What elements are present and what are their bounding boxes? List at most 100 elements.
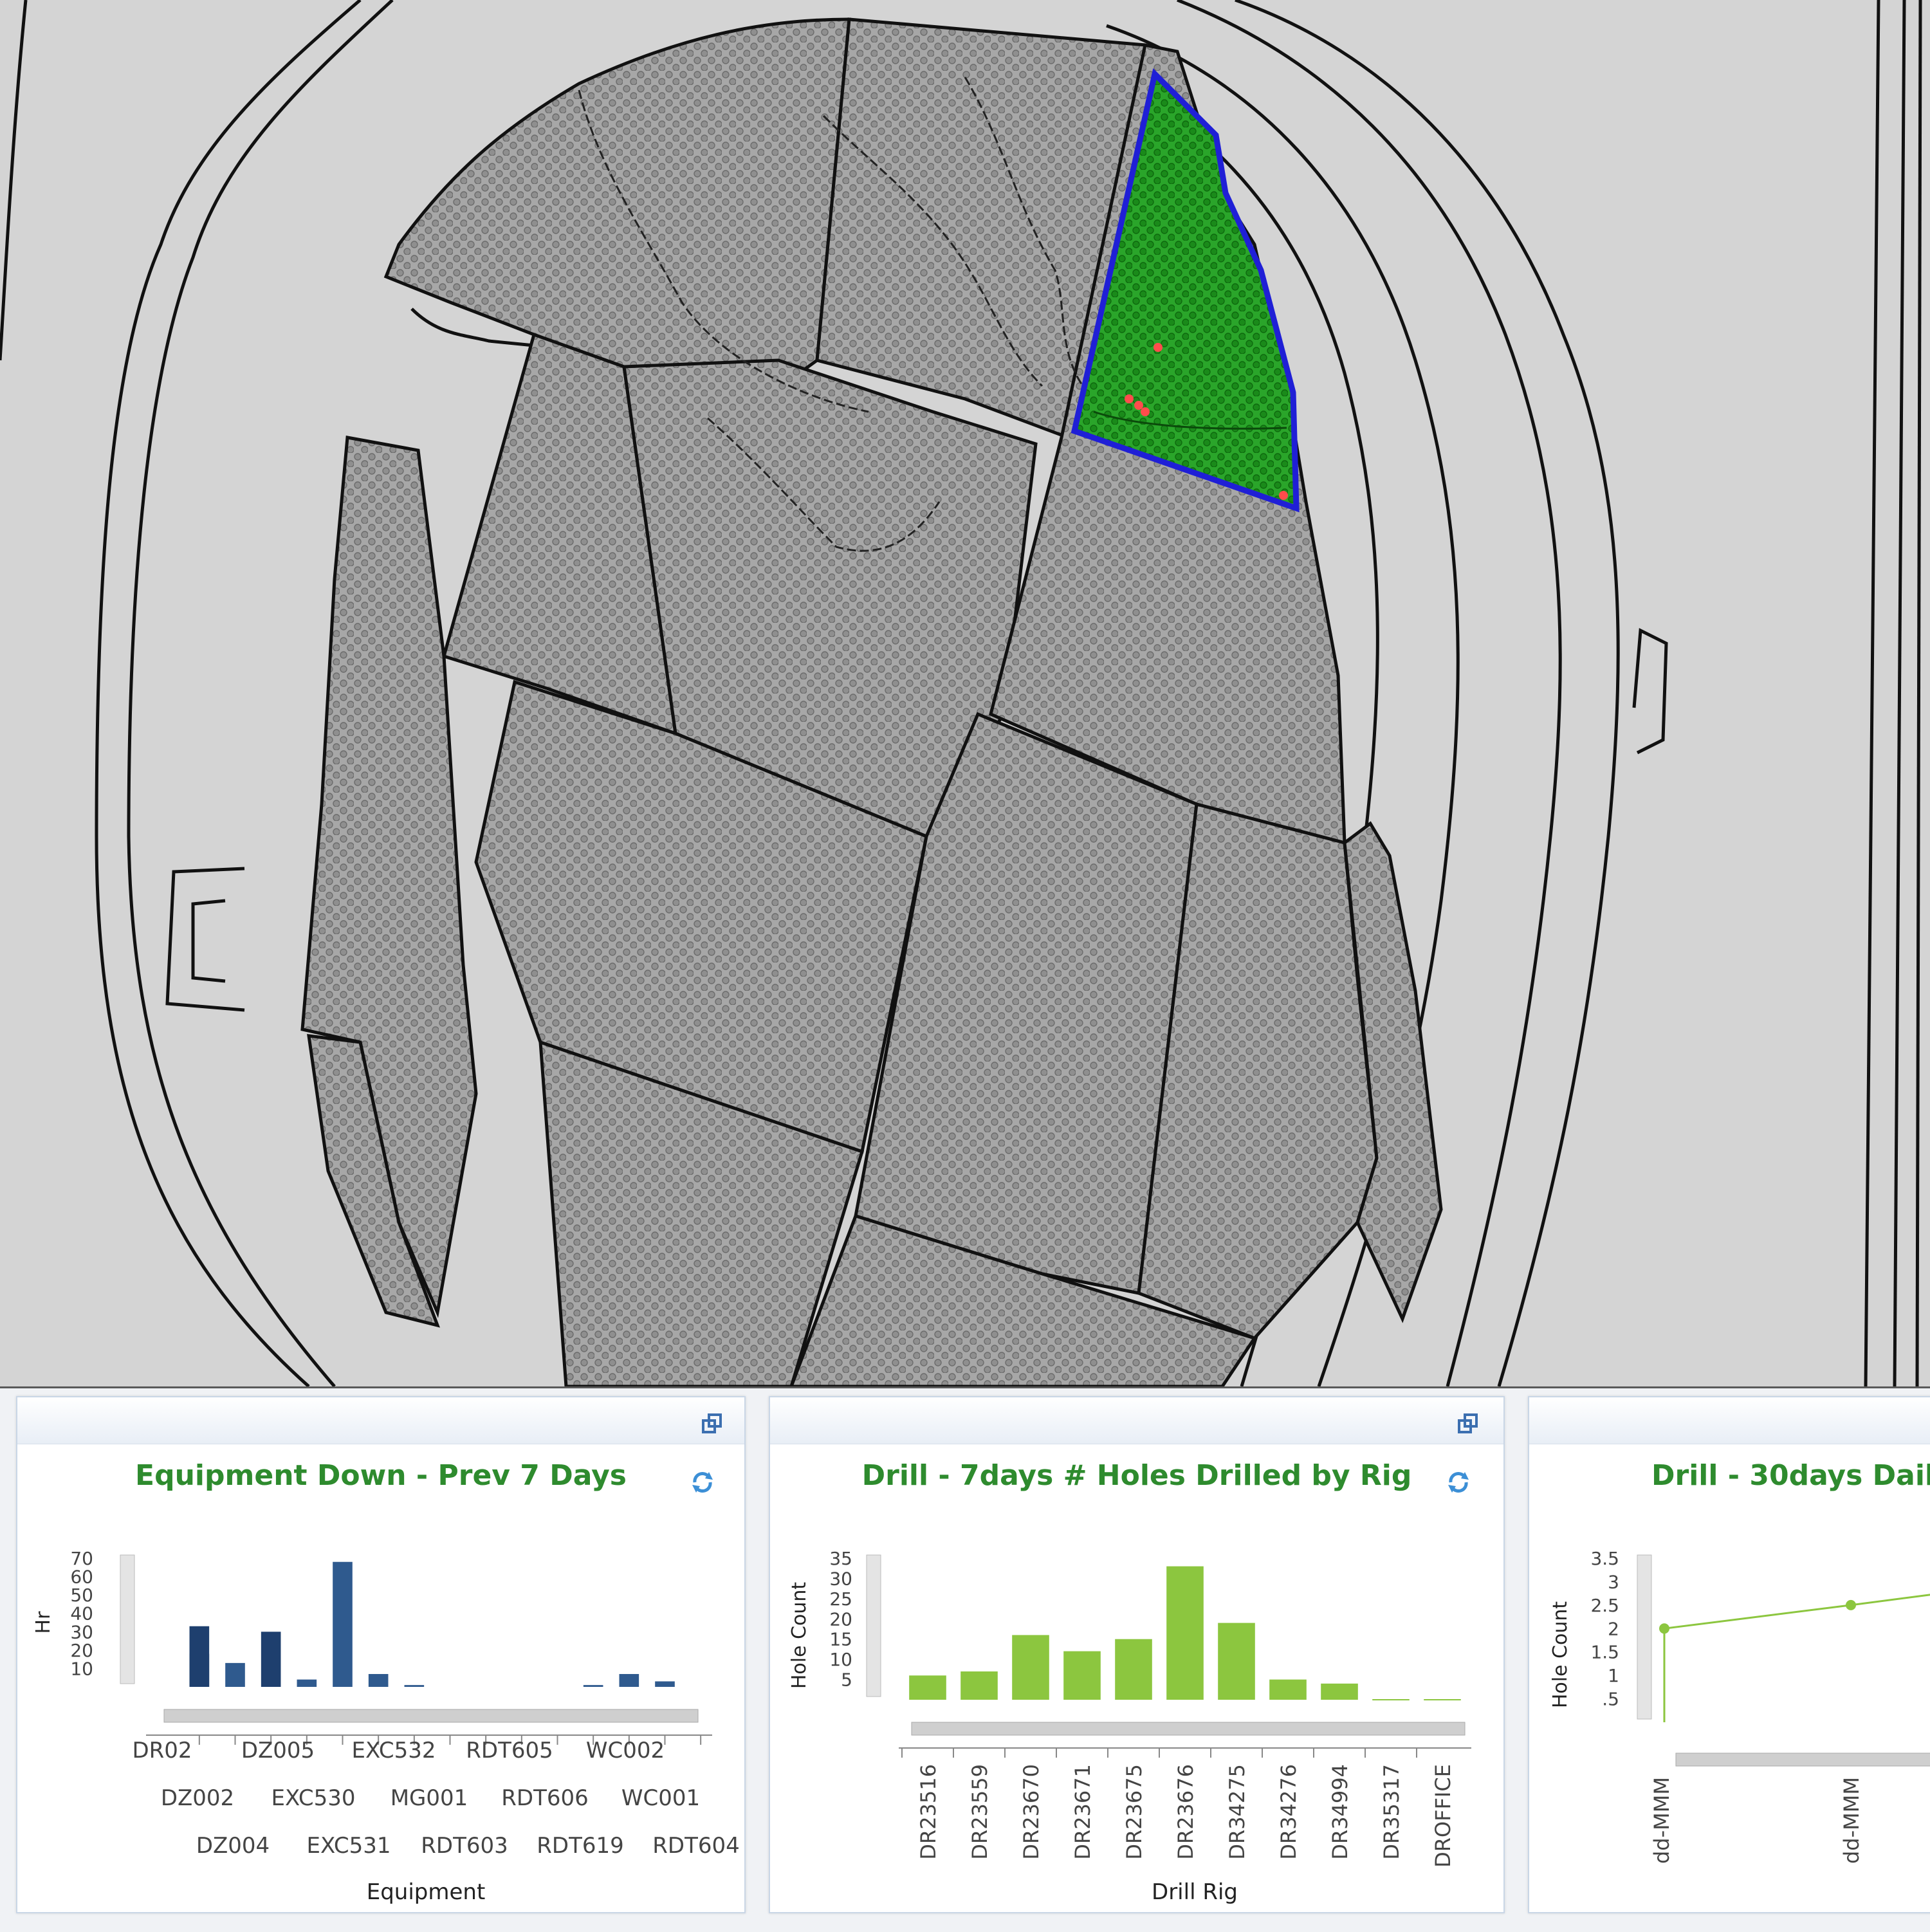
- y-tick-label: 3.5: [1590, 1548, 1619, 1569]
- refresh-icon[interactable]: [1446, 1469, 1471, 1495]
- bar-exc532: [404, 1685, 425, 1687]
- x-scrollbar: [163, 1709, 699, 1723]
- y-tick-label: 10: [829, 1649, 852, 1670]
- y-tick-label: 2: [1608, 1618, 1619, 1639]
- x-tick-label: DZ002: [161, 1785, 234, 1811]
- x-tick-label: DR34276: [1276, 1764, 1301, 1860]
- panel-title: Equipment Down - Prev 7 Days: [135, 1459, 627, 1492]
- y-axis-label: Hole Count: [788, 1582, 811, 1689]
- x-tick-label: DZ005: [241, 1738, 315, 1763]
- bar-exc530: [333, 1561, 353, 1687]
- refresh-icon[interactable]: [690, 1469, 715, 1495]
- pit-map[interactable]: [0, 0, 1930, 1388]
- data-point: [1659, 1623, 1669, 1634]
- bar-dr23676: [1166, 1566, 1204, 1700]
- x-tick-label: RDT619: [537, 1833, 623, 1859]
- bar-dr23671: [1063, 1651, 1101, 1700]
- daily-holes-chart: Hole Count .5 11.5 22.5 33.5 dd-MMM dd-MMM: [1549, 1548, 1930, 1864]
- bar-dz004: [261, 1632, 281, 1687]
- x-tick-label: WC002: [586, 1738, 665, 1763]
- bar-dr34275: [1218, 1623, 1255, 1700]
- y-tick-label: 60: [70, 1567, 93, 1588]
- x-tick-label: DR23559: [968, 1764, 992, 1860]
- bar-dz002: [225, 1662, 245, 1687]
- x-tick-label: DR02: [132, 1738, 192, 1763]
- y-tick-label: 2.5: [1590, 1595, 1619, 1616]
- x-tick-label: MG001: [391, 1785, 468, 1811]
- x-tick-label: DR34275: [1225, 1764, 1249, 1860]
- equipment-down-panel: Equipment Down - Prev 7 Days Hr 10 20 30 40 5…: [16, 1396, 746, 1913]
- bar-rdt619: [583, 1685, 603, 1687]
- panel-header: [1529, 1397, 1930, 1444]
- y-tick-label: 35: [829, 1548, 852, 1569]
- x-tick-label: dd-MMM: [1650, 1777, 1674, 1864]
- y-tick-label: 20: [829, 1608, 852, 1630]
- x-tick-label: WC001: [621, 1785, 700, 1811]
- x-tick-label: RDT604: [652, 1833, 739, 1859]
- y-tick-label: 5: [841, 1670, 852, 1691]
- bar-dr23516: [909, 1675, 946, 1700]
- maximize-icon[interactable]: [1457, 1413, 1479, 1435]
- x-tick-label: DR35317: [1379, 1764, 1404, 1860]
- bar-dr34276: [1269, 1679, 1307, 1700]
- y-tick-label: 1.5: [1590, 1642, 1619, 1663]
- y-scrollbar: [120, 1554, 135, 1684]
- y-axis-label: Hole Count: [1549, 1601, 1572, 1709]
- bar-dr23675: [1115, 1639, 1152, 1700]
- y-tick-label: 30: [829, 1568, 852, 1589]
- x-tick-label: DR23676: [1173, 1764, 1198, 1860]
- pit-contours: [0, 0, 1922, 1388]
- y-scrollbar: [1637, 1554, 1652, 1720]
- x-tick-label: DR23516: [916, 1764, 941, 1860]
- x-tick-label: RDT605: [466, 1738, 553, 1763]
- maximize-icon[interactable]: [701, 1413, 723, 1435]
- data-point: [1846, 1599, 1856, 1610]
- y-tick-label: .5: [1602, 1689, 1619, 1710]
- y-tick-label: 30: [70, 1621, 93, 1642]
- y-tick-label: 20: [70, 1640, 93, 1661]
- x-scrollbar: [1675, 1753, 1930, 1767]
- bar-dz005: [297, 1679, 317, 1687]
- x-tick-label: DROFFICE: [1431, 1764, 1455, 1868]
- x-scrollbar: [911, 1722, 1466, 1736]
- x-axis-label: Equipment: [367, 1879, 486, 1905]
- x-tick-label: EXC531: [307, 1833, 391, 1859]
- y-tick-label: 10: [70, 1658, 93, 1679]
- x-tick-label: DR23670: [1019, 1764, 1043, 1860]
- x-tick-label: EXC530: [271, 1785, 356, 1811]
- y-scrollbar: [866, 1554, 881, 1697]
- x-tick-label: DR34994: [1328, 1764, 1352, 1860]
- x-tick-label: EXC532: [352, 1738, 436, 1763]
- x-tick-label: dd-MMM: [1839, 1777, 1864, 1864]
- bar-dr34994: [1321, 1683, 1358, 1700]
- flagged-holes: [1125, 343, 1288, 500]
- x-axis-label: Drill Rig: [1152, 1879, 1238, 1905]
- bar-exc531: [368, 1674, 389, 1687]
- bar-wc001: [655, 1681, 675, 1687]
- daily-holes-panel: Drill - 30days Daily Hole Count .5 1 1.5 2 2.…: [1528, 1396, 1930, 1913]
- x-tick-label: RDT603: [421, 1833, 508, 1859]
- y-axis-label: Hr: [32, 1611, 55, 1634]
- bar-wc002: [619, 1674, 639, 1687]
- haul-ramps: [578, 77, 1095, 552]
- bar-dr02-stack: [189, 1653, 210, 1687]
- y-tick-label: 3: [1608, 1571, 1619, 1592]
- panel-title: Drill - 30days Daily: [1651, 1459, 1930, 1492]
- y-tick-label: 25: [829, 1588, 852, 1610]
- bar-dr23670: [1012, 1635, 1049, 1700]
- x-tick-label: RDT606: [501, 1785, 588, 1811]
- y-tick-label: 70: [70, 1548, 93, 1569]
- drill-pattern-blocks: [300, 17, 1443, 1388]
- x-tick-label: DR23675: [1122, 1764, 1146, 1860]
- selected-drill-pattern[interactable]: [1071, 68, 1300, 513]
- y-tick-label: 1: [1608, 1665, 1619, 1686]
- panel-title: Drill - 7days # Holes Drilled by Rig: [861, 1459, 1412, 1492]
- y-tick-label: 40: [70, 1603, 93, 1624]
- panel-header: [770, 1397, 1503, 1444]
- y-tick-label: 50: [70, 1585, 93, 1606]
- bar-dr23559: [960, 1671, 998, 1700]
- series-line: [1663, 1594, 1930, 1722]
- x-tick-label: DR23671: [1071, 1764, 1095, 1860]
- holes-by-rig-panel: Drill - 7days # Holes Drilled by Rig Hol…: [769, 1396, 1505, 1913]
